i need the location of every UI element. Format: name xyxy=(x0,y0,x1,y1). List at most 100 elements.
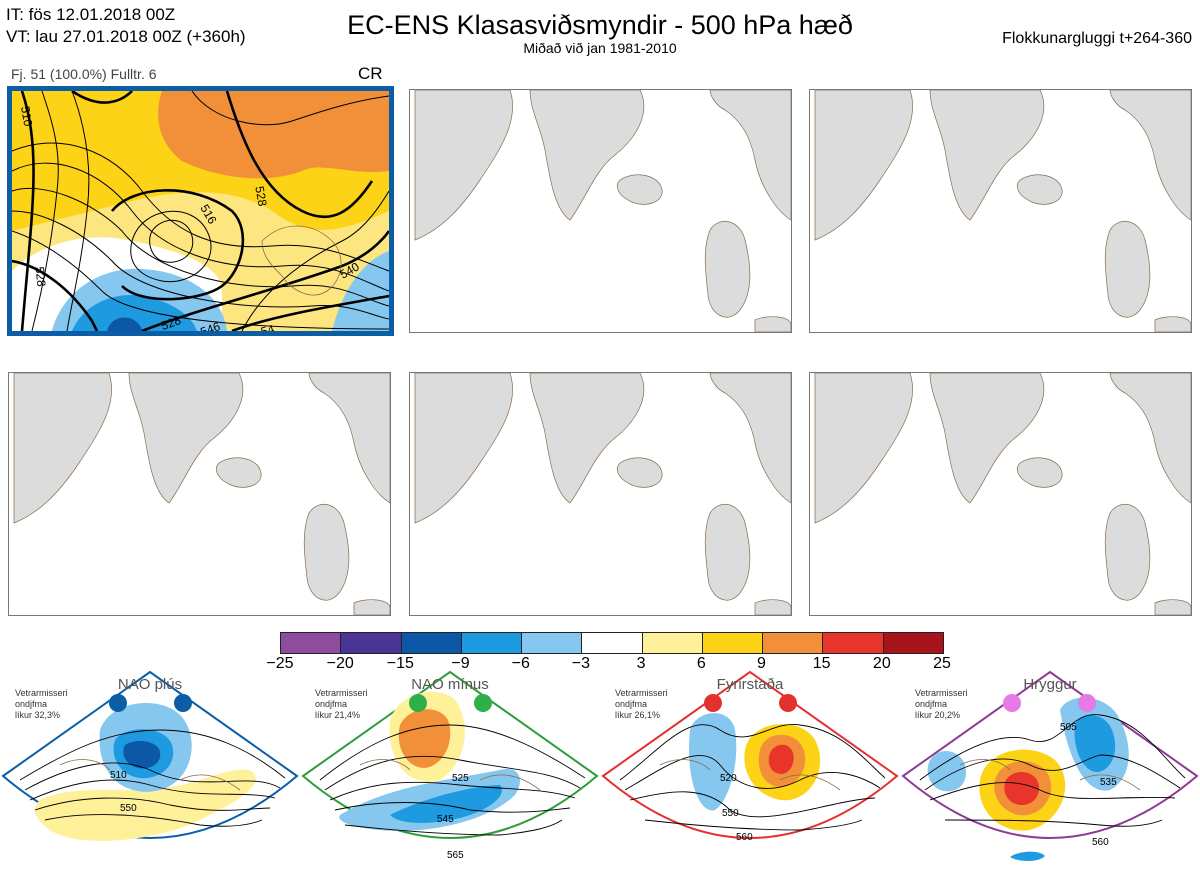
contour-bold xyxy=(225,91,374,219)
regime-ridge-svg: 505 535 560 xyxy=(901,670,1199,862)
coastline xyxy=(261,225,342,296)
regime-note-line: Vetrarmisseri xyxy=(315,688,368,698)
contour-label: 535 xyxy=(1100,777,1117,788)
contour-line xyxy=(619,723,886,781)
colorbar-tick-label: 15 xyxy=(812,655,831,672)
contour-line xyxy=(644,819,863,831)
regime-dot xyxy=(409,694,427,712)
regime-note-line: líkur 20,2% xyxy=(915,710,961,720)
greenland-land xyxy=(814,90,914,241)
anomaly-negative-min xyxy=(123,740,161,769)
regime-nao-minus-svg: 525 545 565 xyxy=(301,670,599,861)
cluster-map-6[interactable] xyxy=(809,372,1192,616)
contour-line xyxy=(34,797,271,811)
regime-note-line: ondjfma xyxy=(615,699,648,709)
colorbar-tick-label: 25 xyxy=(933,655,951,672)
cluster-map-5[interactable] xyxy=(409,372,792,616)
valid-time: VT: lau 27.01.2018 00Z (+360h) xyxy=(6,27,246,46)
scandinavia-land xyxy=(308,373,390,504)
regime-note-line: ondjfma xyxy=(915,699,948,709)
britain-east-land xyxy=(353,599,390,615)
cluster-map-4-svg xyxy=(13,373,390,615)
regime-dot xyxy=(474,694,492,712)
cluster-map-1[interactable]: 510 528 516 528 540 528 546 54 xyxy=(7,86,394,336)
iceland-land xyxy=(216,457,262,488)
contour-line xyxy=(191,91,389,126)
regime-dot xyxy=(1003,694,1021,712)
anomaly-positive-core xyxy=(768,744,794,775)
cluster-map-4[interactable] xyxy=(8,372,391,616)
contour-line xyxy=(924,754,1181,791)
regime-note-line: Vetrarmisseri xyxy=(615,688,668,698)
colorbar xyxy=(280,632,944,654)
contour-line xyxy=(324,755,581,791)
britain-east-land xyxy=(754,599,791,615)
anomaly-negative-south xyxy=(1010,851,1045,862)
colorbar-swatch xyxy=(281,633,342,653)
regime-note-line: ondjfma xyxy=(315,699,348,709)
contour-line xyxy=(334,802,571,813)
contour-label: 54 xyxy=(259,322,276,331)
british-isles-land xyxy=(303,503,350,601)
colorbar-swatch xyxy=(522,633,583,653)
anomaly-dark-blue xyxy=(107,317,142,331)
regime-nao-plus[interactable]: 510 550 NAO plús Vetrarmisseri ondjfma l… xyxy=(0,670,300,871)
scandinavia-land xyxy=(709,90,791,221)
cluster-map-2[interactable] xyxy=(409,89,792,333)
cluster-map-3[interactable] xyxy=(809,89,1192,333)
cluster-map-2-svg xyxy=(414,90,791,332)
colorbar-swatch xyxy=(642,633,703,653)
cluster-map-3-svg xyxy=(814,90,1191,332)
anomaly-positive-core xyxy=(398,709,451,768)
contour-bold xyxy=(71,91,133,104)
cluster-map-5-svg xyxy=(414,373,791,615)
regime-dot xyxy=(1078,694,1096,712)
cluster-tag: CR xyxy=(358,64,383,83)
regime-blocking[interactable]: 520 550 560 Fyrirstaða Vetrarmisseri ond… xyxy=(600,670,900,871)
regime-note-line: Vetrarmisseri xyxy=(915,688,968,698)
iceland-land xyxy=(1017,174,1063,205)
anomaly-positive xyxy=(34,769,256,841)
contour-line xyxy=(629,791,876,818)
contour-label: 528 xyxy=(159,313,183,331)
greenland-land xyxy=(414,90,514,241)
contour-label: 550 xyxy=(722,808,739,819)
colorbar-tick-label: 3 xyxy=(636,655,646,672)
colorbar-tick-label: −9 xyxy=(451,655,470,672)
regime-title: Fyrirstaða xyxy=(716,676,784,693)
contour-bold xyxy=(12,259,99,331)
coastline xyxy=(659,759,841,791)
greenland-land xyxy=(529,373,645,504)
colorbar-swatch xyxy=(883,633,943,653)
anomaly-negative-west xyxy=(927,750,966,792)
britain-east-land xyxy=(1154,316,1191,332)
regime-ridge[interactable]: 505 535 560 Hryggur Vetrarmisseri ondjfm… xyxy=(900,670,1200,871)
contour-label: 545 xyxy=(437,814,454,825)
anomaly-negative-core xyxy=(390,785,502,823)
regime-note-line: líkur 21,4% xyxy=(315,710,361,720)
contour-bold xyxy=(141,230,389,331)
anomaly-orange xyxy=(158,91,389,179)
scandinavia-land xyxy=(1109,90,1191,221)
regime-nao-minus[interactable]: 525 545 565 NAO mínus Vetrarmisseri ondj… xyxy=(300,670,600,871)
regime-note: Vetrarmisseri ondjfma líkur 21,4% xyxy=(315,688,368,721)
regime-note-line: Vetrarmisseri xyxy=(15,688,68,698)
contour-label: 528 xyxy=(252,185,269,207)
regime-dot xyxy=(704,694,722,712)
greenland-land xyxy=(929,373,1045,504)
regime-note: Vetrarmisseri ondjfma líkur 26,1% xyxy=(615,688,668,721)
iceland-land xyxy=(1017,457,1063,488)
cluster-map-1-svg: 510 528 516 528 540 528 546 54 xyxy=(12,91,389,331)
contour-line xyxy=(241,190,389,331)
colorbar-swatch xyxy=(401,633,462,653)
colorbar-swatch xyxy=(763,633,824,653)
regime-dot xyxy=(779,694,797,712)
greenland-land xyxy=(529,90,645,221)
coastline xyxy=(959,759,1141,791)
colorbar-swatch xyxy=(341,633,402,653)
contour-label: 560 xyxy=(1092,837,1109,848)
contour-line xyxy=(319,724,586,781)
british-isles-land xyxy=(704,503,751,601)
regime-note: Vetrarmisseri ondjfma líkur 32,3% xyxy=(15,688,68,721)
regime-dot xyxy=(174,694,192,712)
